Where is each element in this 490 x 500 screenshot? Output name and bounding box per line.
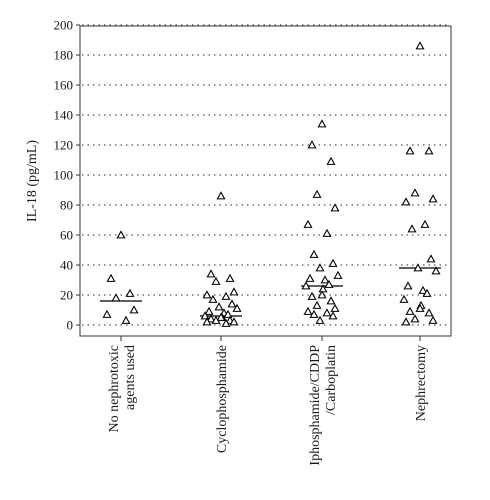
data-point: [221, 318, 231, 327]
data-point: [106, 273, 116, 282]
data-point: [125, 288, 135, 297]
data-point: [318, 284, 328, 293]
data-point: [204, 306, 214, 315]
data-point: [418, 285, 428, 294]
data-point: [315, 263, 325, 272]
data-point: [424, 146, 434, 155]
y-tick-label: 0: [67, 318, 74, 333]
y-tick-label: 180: [54, 48, 74, 63]
data-point: [399, 294, 409, 303]
y-tick-label: 140: [54, 108, 74, 123]
data-point: [326, 156, 336, 165]
data-point: [424, 308, 434, 317]
data-point: [324, 279, 334, 288]
data-point: [309, 309, 319, 318]
data-point: [431, 266, 441, 275]
x-category-label: agents used: [123, 345, 138, 410]
data-point: [322, 228, 332, 237]
data-point: [116, 230, 126, 239]
data-point: [216, 312, 226, 321]
data-point: [211, 315, 221, 324]
data-point: [315, 315, 325, 324]
data-point: [401, 317, 411, 326]
plot-frame: [79, 25, 452, 337]
x-category-label: Nephrectomy: [414, 345, 429, 421]
data-point: [102, 309, 112, 318]
y-tick-label: 200: [54, 18, 74, 33]
data-point: [206, 269, 216, 278]
data-point: [420, 219, 430, 228]
y-tick-label: 160: [54, 78, 74, 93]
x-axis: No nephrotoxic agents used Cyclophosphamid…: [107, 336, 429, 466]
data-point: [312, 300, 322, 309]
data-point: [303, 306, 313, 315]
data-point: [200, 311, 210, 320]
y-tick-label: 100: [54, 168, 74, 183]
data-point: [121, 315, 131, 324]
grid: [82, 24, 449, 326]
data-point: [227, 299, 237, 308]
data-point: [211, 276, 221, 285]
data-point: [413, 263, 423, 272]
data-point: [307, 291, 317, 300]
x-category-label: /Carboplatin: [324, 345, 339, 415]
median-lines: [100, 267, 441, 317]
data-point: [208, 294, 218, 303]
data-point: [428, 315, 438, 324]
data-point: [305, 273, 315, 282]
data-point: [206, 314, 216, 323]
data-point: [129, 305, 139, 314]
data-point: [303, 219, 313, 228]
data-point: [320, 275, 330, 284]
data-point: [403, 281, 413, 290]
data-point: [309, 249, 319, 258]
data-point: [317, 290, 327, 299]
data-point: [225, 273, 235, 282]
y-tick-label: 20: [60, 288, 73, 303]
data-point: [333, 270, 343, 279]
data-point: [328, 258, 338, 267]
data-point: [214, 302, 224, 311]
data-point: [229, 317, 239, 326]
data-point: [202, 290, 212, 299]
data-point: [221, 291, 231, 300]
y-tick-label: 60: [60, 228, 73, 243]
data-point: [322, 308, 332, 317]
data-point: [330, 303, 340, 312]
x-category-label: Iphosphamide/CDDP: [308, 345, 323, 466]
y-axis-title: IL-18 (pg/mL): [25, 140, 40, 222]
data-point: [407, 224, 417, 233]
x-category-label: Cyclophosphamide: [215, 345, 230, 453]
data-point: [326, 296, 336, 305]
data-point: [301, 281, 311, 290]
data-point: [415, 41, 425, 50]
data-point: [428, 194, 438, 203]
data-point: [232, 303, 242, 312]
data-point: [401, 197, 411, 206]
y-tick-label: 120: [54, 138, 74, 153]
data-point: [410, 314, 420, 323]
data-point: [202, 317, 212, 326]
data-point: [405, 146, 415, 155]
data-point: [223, 309, 233, 318]
data-point: [229, 287, 239, 296]
data-point: [216, 191, 226, 200]
y-tick-label: 40: [60, 258, 73, 273]
y-tick-label: 80: [60, 198, 73, 213]
data-point: [422, 288, 432, 297]
y-axis: 0 20 40 60 80 100 120 140 160 180 200: [54, 18, 80, 333]
data-points: [102, 41, 441, 327]
data-point: [312, 189, 322, 198]
x-category-label: No nephrotoxic: [107, 345, 122, 432]
data-point: [415, 303, 425, 312]
data-point: [426, 254, 436, 263]
data-point: [330, 203, 340, 212]
data-point: [317, 119, 327, 128]
data-point: [307, 140, 317, 149]
data-point: [328, 311, 338, 320]
data-point: [405, 306, 415, 315]
data-point: [410, 188, 420, 197]
data-point: [111, 293, 121, 302]
